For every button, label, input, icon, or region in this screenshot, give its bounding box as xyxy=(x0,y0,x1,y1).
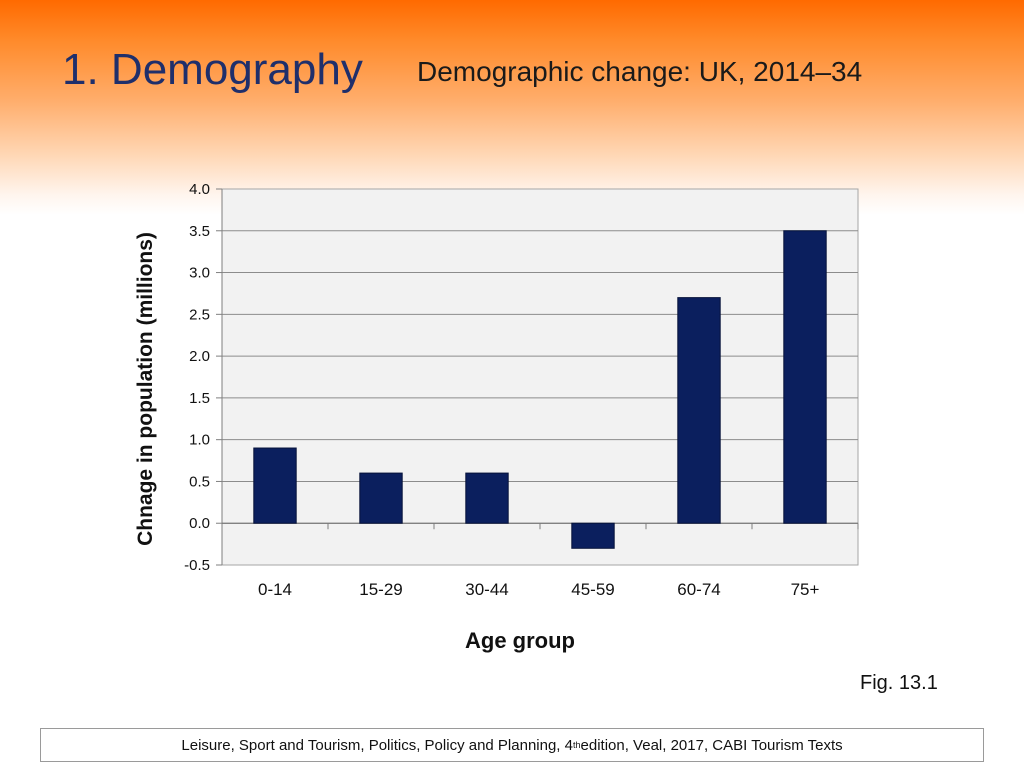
slide-title: 1. Demography xyxy=(62,45,363,94)
bar-60-74 xyxy=(677,297,721,524)
citation-footer: Leisure, Sport and Tourism, Politics, Po… xyxy=(40,728,984,762)
x-tick-label: 0-14 xyxy=(258,580,292,599)
y-tick-label: -0.5 xyxy=(184,557,210,574)
x-tick-label: 15-29 xyxy=(359,580,402,599)
bar-30-44 xyxy=(465,472,509,524)
bar-0-14 xyxy=(253,447,297,524)
y-tick-label: 2.5 xyxy=(189,306,210,323)
y-tick-label: 3.0 xyxy=(189,265,210,282)
bar-chart: -0.5 0.0 0.5 1.0 1.5 2.0 2.5 3.0 3.5 4.0 0-14 15-29… xyxy=(134,181,859,653)
y-tick-label: 4.0 xyxy=(189,181,210,198)
figure-label: Fig. 13.1 xyxy=(860,672,938,694)
x-tick-label: 60-74 xyxy=(677,580,720,599)
bar-15-29 xyxy=(359,472,403,524)
plot-area xyxy=(221,188,859,566)
y-tick-label: 3.5 xyxy=(189,223,210,240)
y-tick-label: 0.0 xyxy=(189,515,210,532)
y-tick-label: 0.5 xyxy=(189,473,210,490)
y-tick-label: 1.5 xyxy=(189,390,210,407)
chart-plot-group: -0.5 0.0 0.5 1.0 1.5 2.0 2.5 3.0 3.5 4.0 0-14 15-29… xyxy=(184,181,859,599)
x-axis-title: Age group xyxy=(465,628,575,653)
x-tick-label: 75+ xyxy=(791,580,820,599)
y-axis-title: Chnage in population (millions) xyxy=(134,232,157,546)
citation-text: Leisure, Sport and Tourism, Politics, Po… xyxy=(181,736,573,754)
slide-subtitle: Demographic change: UK, 2014–34 xyxy=(417,56,863,87)
bar-75+ xyxy=(783,230,827,524)
bar-45-59 xyxy=(571,522,615,549)
x-tick-label: 30-44 xyxy=(465,580,508,599)
citation-text-rest: edition, Veal, 2017, CABI Tourism Texts xyxy=(580,736,843,754)
y-tick-label: 2.0 xyxy=(189,348,210,365)
x-tick-label: 45-59 xyxy=(571,580,614,599)
y-tick-label: 1.0 xyxy=(189,432,210,449)
y-axis-title-group: Chnage in population (millions) xyxy=(134,232,157,546)
